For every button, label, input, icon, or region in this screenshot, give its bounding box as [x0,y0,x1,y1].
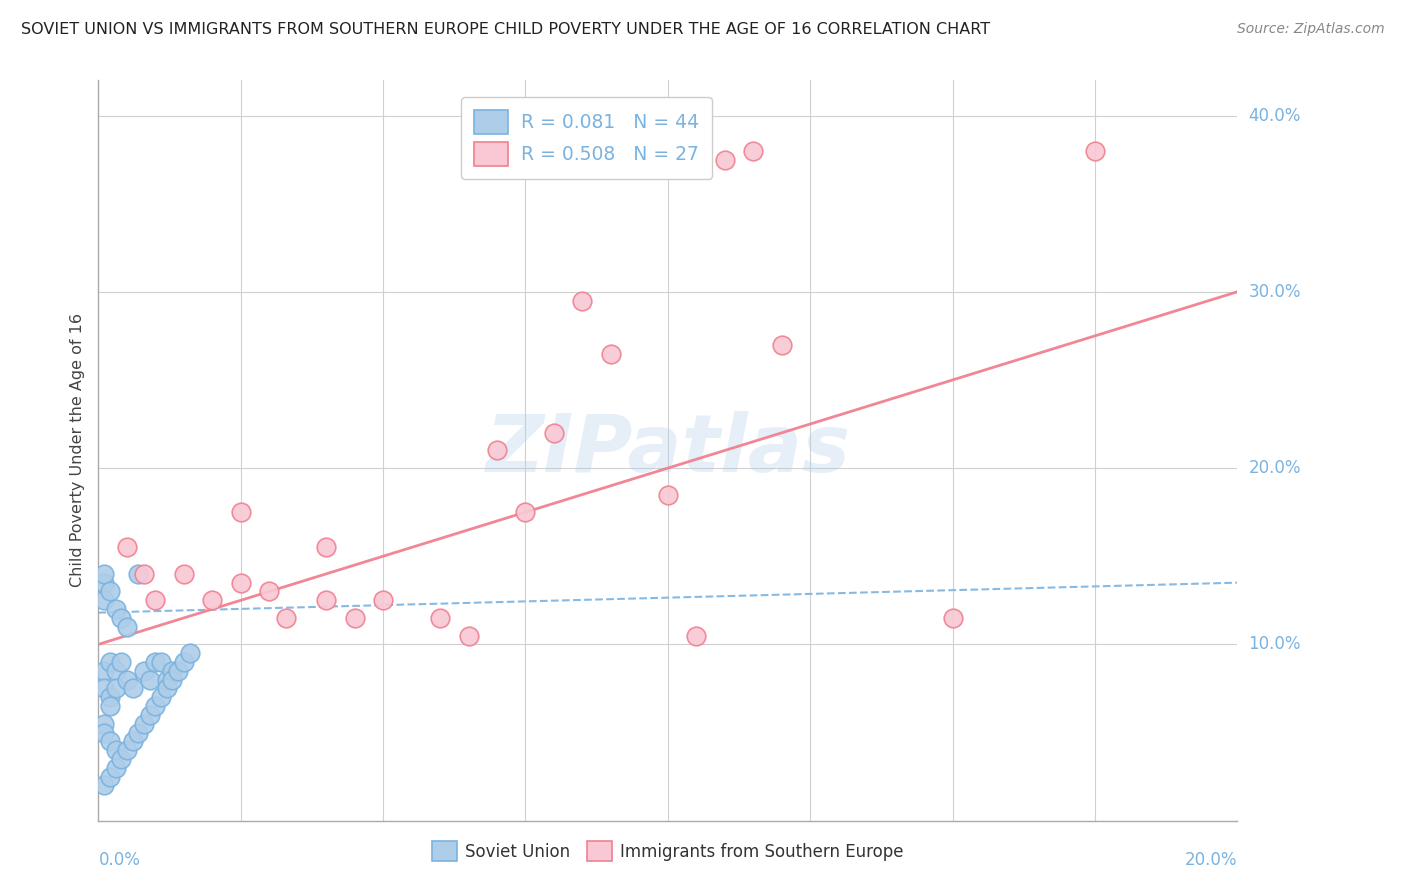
Point [145,655,167,669]
Point [115,541,138,555]
Point [93,778,115,792]
Point [145,699,167,714]
Point [150,690,173,705]
Point [104,602,127,616]
Point [115,673,138,687]
Point [229,575,252,590]
Point [259,584,281,599]
Point [156,681,179,696]
Point [315,593,337,607]
Point [229,505,252,519]
Point [486,443,509,458]
Point [93,716,115,731]
Point [98,699,121,714]
Point [315,541,337,555]
Point [167,664,190,678]
Point [343,611,366,625]
Point [373,593,395,607]
Point [173,566,195,581]
Point [132,566,155,581]
Point [127,725,149,739]
Point [685,628,707,642]
Legend: Soviet Union, Immigrants from Southern Europe: Soviet Union, Immigrants from Southern E… [425,834,911,868]
Text: SOVIET UNION VS IMMIGRANTS FROM SOUTHERN EUROPE CHILD POVERTY UNDER THE AGE OF 1: SOVIET UNION VS IMMIGRANTS FROM SOUTHERN… [21,22,990,37]
Point [104,681,127,696]
Point [156,673,179,687]
Point [121,734,143,748]
Text: 30.0%: 30.0% [1249,283,1301,301]
Point [138,673,160,687]
Point [121,681,143,696]
Point [1084,144,1107,158]
Point [173,655,195,669]
Point [429,611,451,625]
Point [132,664,155,678]
Point [104,743,127,757]
Point [115,620,138,634]
Text: 0.0%: 0.0% [98,851,141,869]
Text: 10.0%: 10.0% [1249,635,1301,653]
Point [150,655,173,669]
Point [657,487,679,501]
Y-axis label: Child Poverty Under the Age of 16: Child Poverty Under the Age of 16 [69,313,84,588]
Point [93,725,115,739]
Point [104,761,127,775]
Point [110,655,132,669]
Text: ZIPatlas: ZIPatlas [485,411,851,490]
Point [600,346,623,360]
Text: Source: ZipAtlas.com: Source: ZipAtlas.com [1237,22,1385,37]
Point [127,566,149,581]
Point [110,611,132,625]
Point [104,664,127,678]
Point [93,664,115,678]
Point [742,144,765,158]
Text: 40.0%: 40.0% [1249,106,1301,125]
Text: 20.0%: 20.0% [1249,459,1301,477]
Point [714,153,737,167]
Point [571,293,593,308]
Point [543,425,565,440]
Point [93,593,115,607]
Point [162,664,184,678]
Point [115,743,138,757]
Point [132,716,155,731]
Point [98,770,121,784]
Point [110,752,132,766]
Point [201,593,224,607]
Point [942,611,965,625]
Point [276,611,298,625]
Point [98,690,121,705]
Point [179,646,201,660]
Point [98,584,121,599]
Point [515,505,537,519]
Point [457,628,479,642]
Point [93,681,115,696]
Point [98,734,121,748]
Point [138,707,160,722]
Point [93,566,115,581]
Point [145,593,167,607]
Text: 20.0%: 20.0% [1185,851,1237,869]
Point [98,655,121,669]
Point [93,575,115,590]
Point [770,337,793,351]
Point [162,673,184,687]
